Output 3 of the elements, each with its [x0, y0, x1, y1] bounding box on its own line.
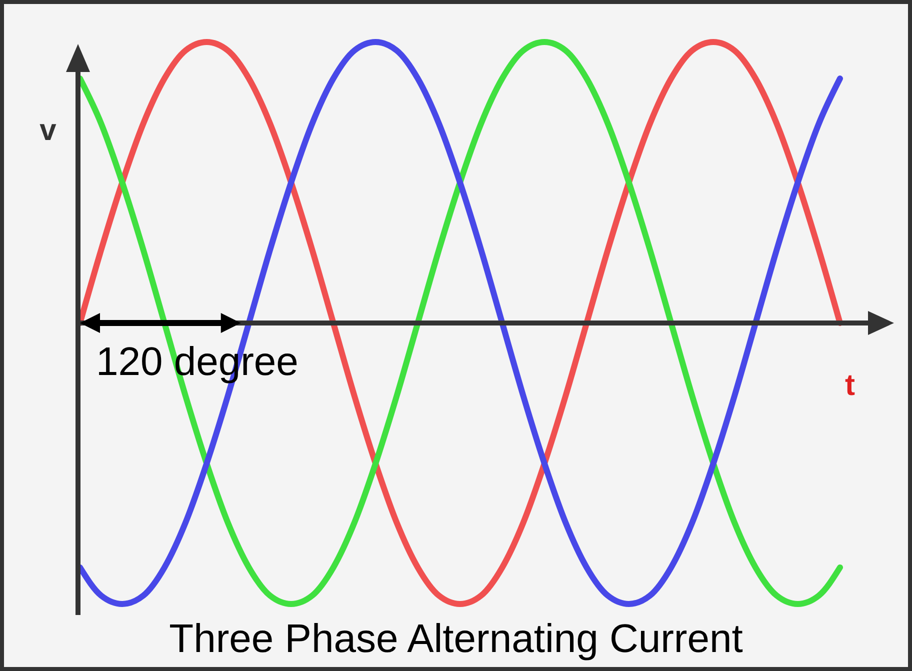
x-axis-title: t: [845, 369, 855, 402]
text: Three Phase Alternating Current: [169, 617, 743, 661]
y-axis-title: v: [40, 114, 57, 147]
